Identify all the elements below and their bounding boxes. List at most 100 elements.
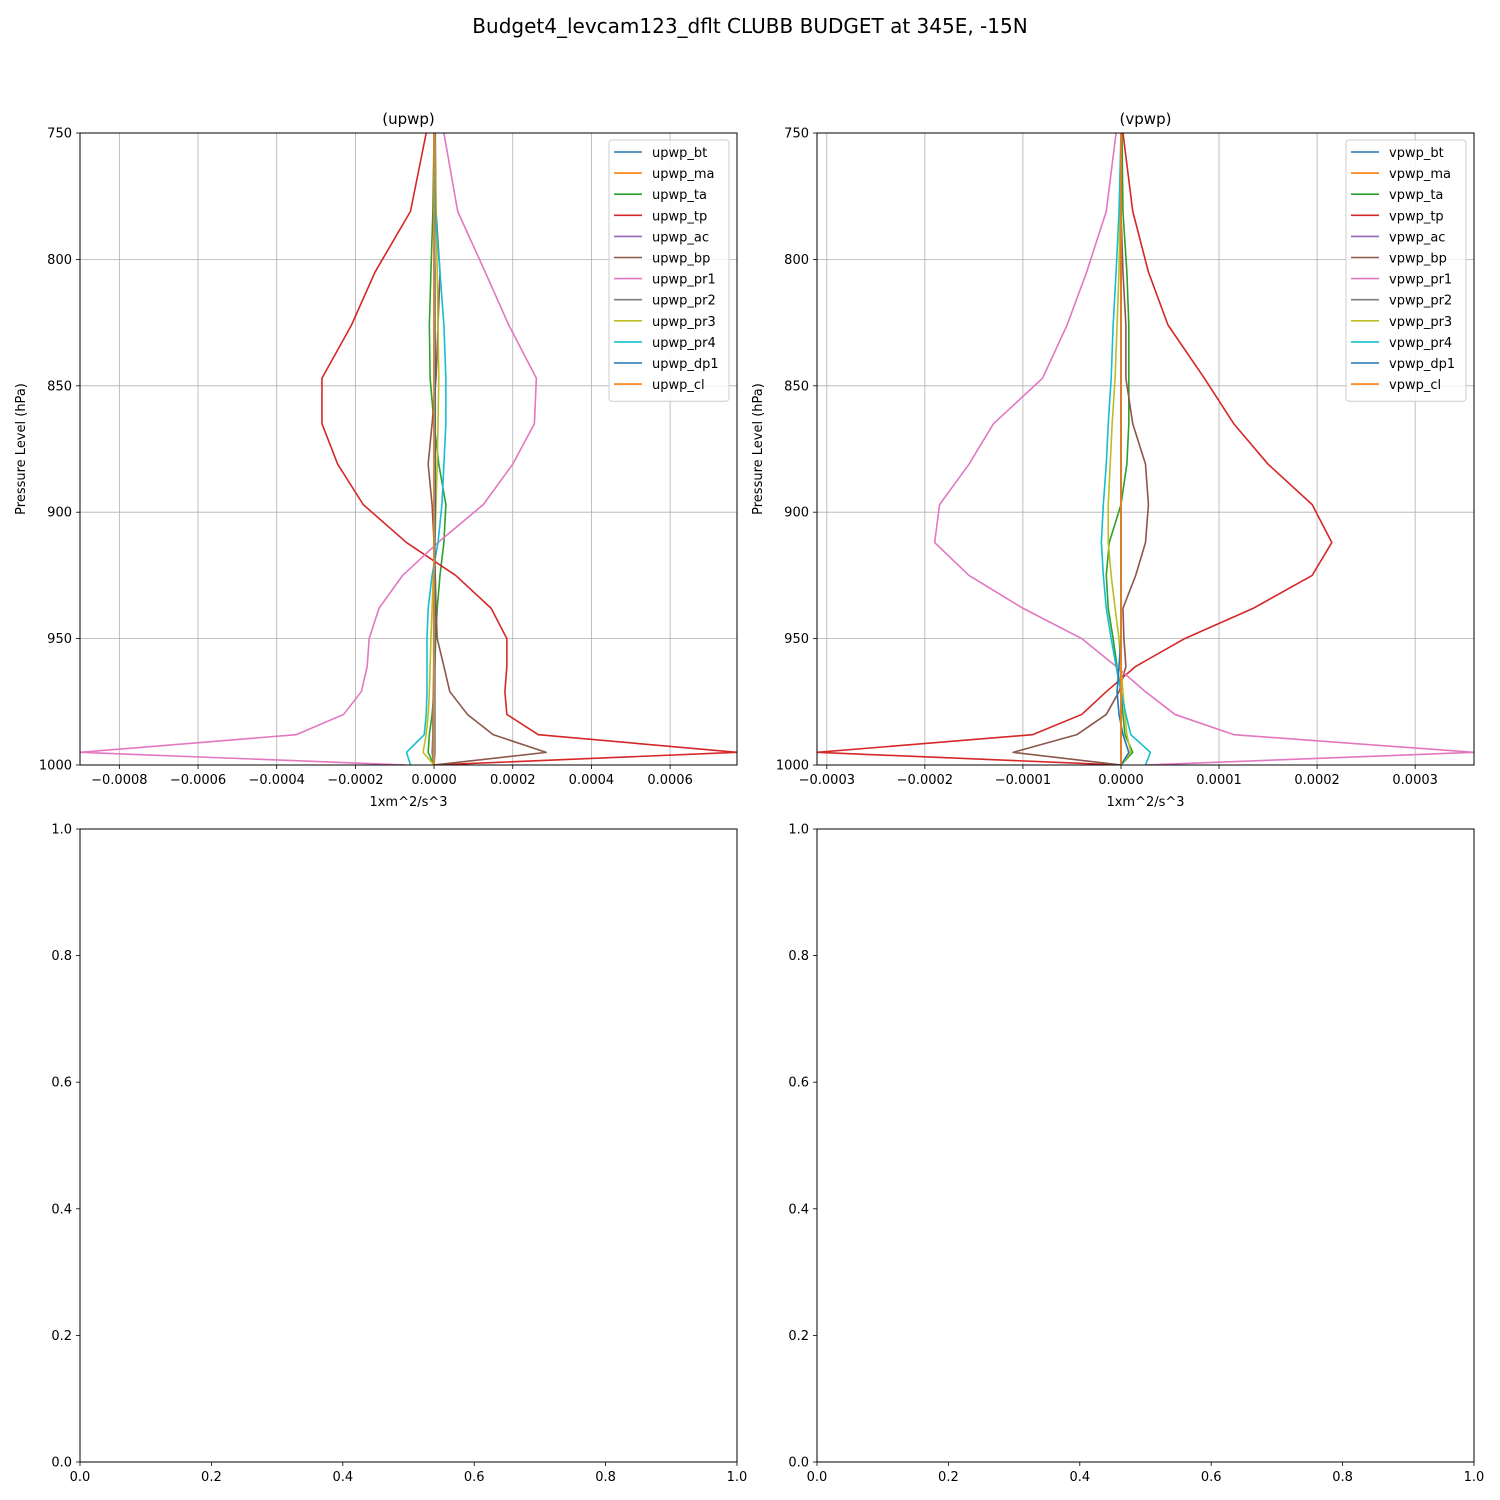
x-tick-label: −0.0002 <box>327 773 383 788</box>
x-tick-label: −0.0006 <box>170 773 226 788</box>
x-tick-label: 1.0 <box>727 1470 748 1485</box>
series-group <box>817 133 1474 765</box>
legend-label-upwp_tp: upwp_tp <box>652 209 707 224</box>
x-axis-label: 1xm^2/s^3 <box>369 795 447 810</box>
x-tick-label: −0.0008 <box>91 773 147 788</box>
series-line-upwp_tp <box>321 133 737 765</box>
x-tick-label: −0.0004 <box>249 773 305 788</box>
y-tick-label: 0.6 <box>51 1076 72 1091</box>
y-tick-label: 1000 <box>39 759 72 774</box>
legend-label-upwp_pr2: upwp_pr2 <box>652 294 716 309</box>
legend-label-upwp_pr3: upwp_pr3 <box>652 315 716 330</box>
y-tick-label: 950 <box>784 632 809 647</box>
legend-label-upwp_bt: upwp_bt <box>652 146 707 161</box>
y-tick-label: 0.2 <box>788 1329 809 1344</box>
plot-frame <box>816 132 1475 766</box>
x-tick-label: 0.0 <box>807 1470 828 1485</box>
legend-label-vpwp_dp1: vpwp_dp1 <box>1389 357 1455 372</box>
y-tick-label: 0.2 <box>51 1329 72 1344</box>
subplot-title: (vpwp) <box>1120 110 1172 128</box>
series-line-vpwp_ta <box>1105 133 1134 765</box>
x-tick-label: 1.0 <box>1464 1470 1485 1485</box>
y-tick-label: 0.8 <box>788 949 809 964</box>
series-line-upwp_pr1 <box>80 133 538 765</box>
y-tick-label: 0.4 <box>51 1202 72 1217</box>
series-line-vpwp_pr3 <box>1107 133 1132 765</box>
subplot-1: −0.0008 −0.0006 −0.0004 −0.0002 0.0000 0.0002… <box>14 110 738 810</box>
x-tick-label: 0.0 <box>70 1470 91 1485</box>
plot-frame <box>79 828 738 1463</box>
x-tick-label: −0.0002 <box>897 773 953 788</box>
y-tick-label: 900 <box>784 506 809 521</box>
y-tick-label: 1.0 <box>51 823 72 838</box>
x-tick-label: 0.0002 <box>1294 773 1340 788</box>
legend-label-upwp_ta: upwp_ta <box>652 188 707 203</box>
x-tick-label: 0.2 <box>201 1470 222 1485</box>
x-tick-label: −0.0003 <box>799 773 855 788</box>
series-line-upwp_ta <box>427 133 447 765</box>
x-tick-label: −0.0001 <box>995 773 1051 788</box>
legend-label-vpwp_pr3: vpwp_pr3 <box>1389 315 1452 330</box>
figure-title: Budget4_levcam123_dflt CLUBB BUDGET at 3… <box>472 14 1028 38</box>
series-line-upwp_pr4 <box>405 133 447 765</box>
legend-label-vpwp_cl: vpwp_cl <box>1389 378 1441 393</box>
x-tick-label: 0.0001 <box>1196 773 1242 788</box>
y-tick-label: 850 <box>47 379 72 394</box>
legend: upwp_bt upwp_ma upwp_ta upwp_tp upwp_ac upwp_… <box>608 139 730 402</box>
y-tick-label: 750 <box>47 127 72 142</box>
legend-box <box>608 139 730 402</box>
legend-label-vpwp_bp: vpwp_bp <box>1389 252 1447 267</box>
series-line-vpwp_bp <box>1012 133 1150 765</box>
legend-label-vpwp_ma: vpwp_ma <box>1389 167 1451 182</box>
legend-label-upwp_pr1: upwp_pr1 <box>652 273 716 288</box>
x-axis-label: 1xm^2/s^3 <box>1106 795 1184 810</box>
y-tick-label: 900 <box>47 506 72 521</box>
legend-label-vpwp_ta: vpwp_ta <box>1389 188 1443 203</box>
x-tick-label: 0.6 <box>464 1470 485 1485</box>
x-tick-label: 0.0004 <box>569 773 615 788</box>
series-line-upwp_bp <box>427 133 547 765</box>
legend-label-upwp_dp1: upwp_dp1 <box>652 357 719 372</box>
series-line-vpwp_pr1 <box>933 133 1474 765</box>
series-group <box>80 133 737 765</box>
plot-frame <box>79 132 738 766</box>
y-tick-label: 950 <box>47 632 72 647</box>
x-tick-label: 0.0000 <box>1098 773 1144 788</box>
x-tick-label: 0.4 <box>1069 1470 1090 1485</box>
y-tick-label: 0.0 <box>788 1456 809 1471</box>
x-tick-label: 0.8 <box>595 1470 616 1485</box>
subplot-2: −0.0003 −0.0002 −0.0001 0.0000 0.0001 0.0002 0… <box>751 110 1475 810</box>
x-tick-label: 0.2 <box>938 1470 959 1485</box>
y-tick-label: 0.6 <box>788 1076 809 1091</box>
x-tick-label: 0.0002 <box>490 773 536 788</box>
x-tick-label: 0.8 <box>1332 1470 1353 1485</box>
x-tick-label: 0.0003 <box>1392 773 1438 788</box>
y-axis-label: Pressure Level (hPa) <box>14 383 29 515</box>
y-tick-label: 800 <box>47 253 72 268</box>
legend-label-vpwp_ac: vpwp_ac <box>1389 230 1445 245</box>
subplot-title: (upwp) <box>382 110 435 128</box>
legend-label-vpwp_pr2: vpwp_pr2 <box>1389 294 1452 309</box>
y-tick-label: 0.8 <box>51 949 72 964</box>
plot-frame <box>816 828 1475 1463</box>
x-tick-label: 0.0006 <box>647 773 693 788</box>
legend-label-upwp_ac: upwp_ac <box>652 230 709 245</box>
legend: vpwp_bt vpwp_ma vpwp_ta vpwp_tp vpwp_ac vpwp_… <box>1345 139 1467 402</box>
subplot-3: 0.0 0.2 0.4 0.6 0.8 1.0 0.0 0.2 0.4 0.6 0.8 1.0 <box>51 823 747 1486</box>
subplot-4: 0.0 0.2 0.4 0.6 0.8 1.0 0.0 0.2 0.4 0.6 0.8 1.0 <box>788 823 1484 1486</box>
y-tick-label: 0.0 <box>51 1456 72 1471</box>
y-axis-label: Pressure Level (hPa) <box>751 383 766 515</box>
legend-label-upwp_ma: upwp_ma <box>652 167 715 182</box>
y-tick-label: 800 <box>784 253 809 268</box>
x-tick-label: 0.6 <box>1201 1470 1222 1485</box>
y-tick-label: 750 <box>784 127 809 142</box>
legend-label-vpwp_bt: vpwp_bt <box>1389 146 1444 161</box>
legend-label-upwp_cl: upwp_cl <box>652 378 705 393</box>
series-line-vpwp_tp <box>817 133 1333 765</box>
x-tick-label: 0.0000 <box>411 773 457 788</box>
x-tick-label: 0.4 <box>332 1470 353 1485</box>
legend-label-vpwp_pr1: vpwp_pr1 <box>1389 273 1452 288</box>
legend-label-vpwp_tp: vpwp_tp <box>1389 209 1444 224</box>
legend-label-upwp_bp: upwp_bp <box>652 252 710 267</box>
